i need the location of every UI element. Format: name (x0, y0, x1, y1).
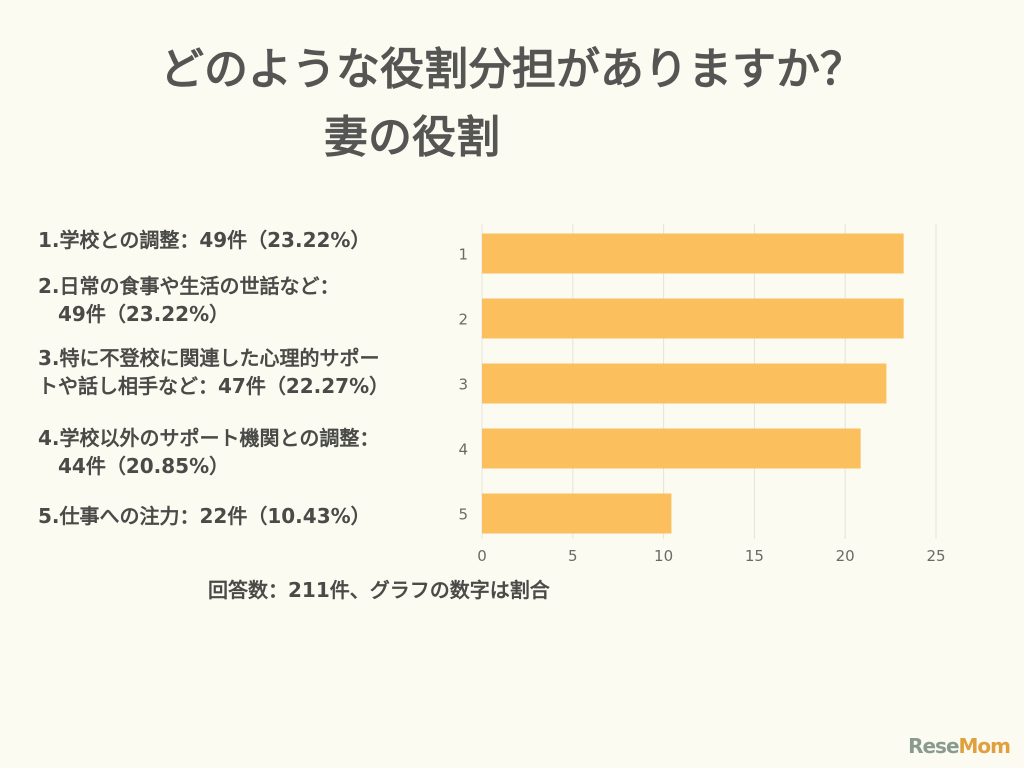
y-tick-label-1: 1 (458, 246, 468, 264)
bar-3 (482, 363, 887, 404)
category-label-1: 1.学校との調整：49件（23.22%） (38, 228, 371, 252)
category-label-3: 3.特に不登校に関連した心理的サポー トや話し相手など：47件（22.27%） (38, 346, 390, 398)
x-tick-label-5: 5 (568, 547, 578, 565)
bar-1 (482, 233, 904, 274)
resemom-logo: ReseMom (908, 734, 1011, 758)
y-tick-label-4: 4 (458, 441, 468, 459)
chart-title: どのような役割分担がありますか？ (160, 44, 864, 95)
bar-4 (482, 428, 861, 469)
x-tick-label-0: 0 (477, 547, 487, 565)
x-tick-label-20: 20 (836, 547, 855, 565)
footnote: 回答数：211件、グラフの数字は割合 (208, 578, 550, 602)
bar-5 (482, 493, 672, 534)
x-tick-label-10: 10 (654, 547, 673, 565)
x-tick-label-15: 15 (745, 547, 764, 565)
bar-chart: 0 5 10 15 20 25 1 2 3 4 5 (458, 224, 946, 565)
x-tick-label-25: 25 (926, 547, 945, 565)
category-label-5: 5.仕事への注力：22件（10.43%） (38, 504, 371, 528)
y-tick-label-3: 3 (458, 376, 468, 394)
bar-2 (482, 298, 904, 339)
chart-subtitle: 妻の役割 (324, 112, 500, 163)
category-label-2: 2.日常の食事や生活の世話など： 49件（23.22%） (38, 274, 340, 326)
y-tick-label-2: 2 (458, 311, 468, 329)
category-label-4: 4.学校以外のサポート機関との調整： 44件（20.85%） (38, 426, 380, 478)
y-tick-label-5: 5 (458, 506, 468, 524)
